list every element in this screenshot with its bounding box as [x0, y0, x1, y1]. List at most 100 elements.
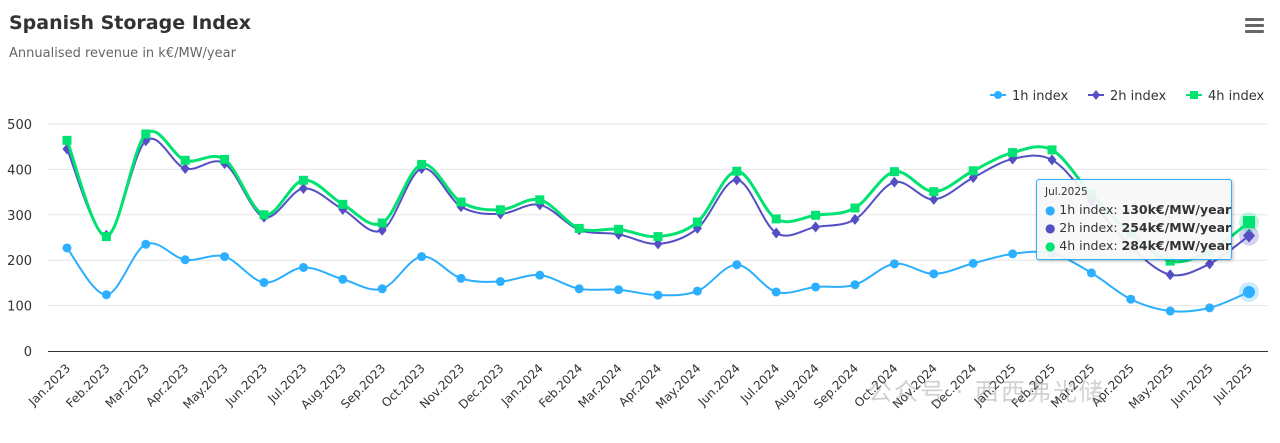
data-point[interactable]	[101, 290, 111, 300]
data-point[interactable]	[732, 260, 742, 270]
data-point[interactable]	[732, 166, 742, 176]
chart-subtitle: Annualised revenue in k€/MW/year	[9, 46, 236, 61]
data-point[interactable]	[850, 203, 860, 213]
x-tick-label: Jun.2024	[695, 361, 743, 409]
data-point[interactable]	[811, 221, 821, 233]
data-point[interactable]	[417, 159, 427, 169]
data-point[interactable]	[62, 135, 72, 145]
data-point[interactable]	[850, 213, 860, 225]
data-point[interactable]	[692, 286, 702, 296]
data-point[interactable]	[968, 166, 978, 176]
data-point[interactable]	[1086, 268, 1096, 278]
y-tick-label: 100	[7, 300, 32, 315]
data-point[interactable]	[1205, 303, 1215, 313]
tooltip: Jul.2025 ● 1h index: 130k€/MW/year ● 2h …	[1036, 179, 1232, 260]
data-point[interactable]	[889, 167, 899, 177]
data-point[interactable]	[259, 277, 269, 287]
data-point[interactable]	[62, 243, 72, 253]
data-point[interactable]	[1165, 256, 1175, 266]
chart-title: Spanish Storage Index	[9, 12, 252, 34]
data-point[interactable]	[377, 218, 387, 228]
legend-item-2h-index[interactable]: 2h index	[1110, 89, 1167, 104]
data-point[interactable]	[968, 258, 978, 268]
data-point[interactable]	[811, 210, 821, 220]
series-line-4h-index	[65, 129, 1250, 264]
legend-item-1h-index[interactable]: 1h index	[1012, 89, 1069, 104]
legend-item-4h-index[interactable]: 4h index	[1208, 89, 1265, 104]
data-point[interactable]	[929, 269, 939, 279]
data-point[interactable]	[456, 197, 466, 207]
data-point[interactable]	[338, 274, 348, 284]
watermark: 公众号 · 西西弗光储	[868, 378, 1105, 406]
data-point[interactable]	[1092, 90, 1100, 100]
data-point[interactable]	[1243, 228, 1255, 243]
data-point[interactable]	[377, 284, 387, 294]
data-point[interactable]	[1047, 154, 1057, 166]
data-point[interactable]	[298, 262, 308, 272]
y-tick-label: 400	[7, 163, 32, 178]
x-tick-label: Jul.2025	[1210, 361, 1255, 406]
data-point[interactable]	[535, 195, 545, 205]
data-point[interactable]	[1190, 91, 1198, 99]
data-point[interactable]	[1243, 216, 1255, 229]
data-point[interactable]	[1243, 285, 1255, 298]
data-point[interactable]	[377, 224, 387, 236]
data-point[interactable]	[653, 238, 663, 250]
data-point[interactable]	[929, 187, 939, 197]
data-point[interactable]	[732, 174, 742, 186]
data-point[interactable]	[180, 255, 190, 265]
data-point[interactable]	[994, 91, 1002, 99]
data-point[interactable]	[771, 214, 781, 224]
data-point[interactable]	[1165, 269, 1175, 281]
data-point[interactable]	[141, 239, 151, 249]
y-tick-label: 500	[7, 118, 32, 133]
data-point[interactable]	[1008, 148, 1018, 158]
tooltip-row-1h: ● 1h index: 130k€/MW/year	[1045, 202, 1232, 217]
data-point[interactable]	[771, 287, 781, 297]
x-tick-label: Jun.2025	[1168, 361, 1216, 409]
data-point[interactable]	[495, 205, 505, 215]
tooltip-row-2h: ● 2h index: 254k€/MW/year	[1045, 220, 1232, 235]
tooltip-row-4h: ● 4h index: 284k€/MW/year	[1045, 238, 1232, 253]
y-tick-label: 200	[7, 254, 32, 269]
data-point[interactable]	[614, 285, 624, 295]
data-point[interactable]	[771, 227, 781, 239]
data-point[interactable]	[220, 154, 230, 164]
data-point[interactable]	[929, 193, 939, 205]
data-point[interactable]	[298, 175, 308, 185]
data-point[interactable]	[456, 273, 466, 283]
data-point[interactable]	[653, 290, 663, 300]
data-point[interactable]	[180, 162, 190, 174]
data-point[interactable]	[614, 224, 624, 234]
data-point[interactable]	[1165, 306, 1175, 316]
data-point[interactable]	[574, 223, 584, 233]
data-point[interactable]	[889, 176, 899, 188]
data-point[interactable]	[180, 155, 190, 165]
data-point[interactable]	[298, 182, 308, 194]
data-point[interactable]	[141, 129, 151, 139]
data-point[interactable]	[220, 252, 230, 262]
data-point[interactable]	[495, 277, 505, 287]
data-point[interactable]	[1205, 258, 1215, 270]
data-point[interactable]	[850, 280, 860, 290]
tooltip-header: Jul.2025	[1045, 186, 1088, 198]
data-point[interactable]	[889, 259, 899, 269]
data-point[interactable]	[338, 199, 348, 209]
data-point[interactable]	[1126, 294, 1136, 304]
hamburger-menu-icon[interactable]	[1245, 18, 1264, 34]
data-point[interactable]	[574, 284, 584, 294]
data-point[interactable]	[653, 232, 663, 242]
y-tick-label: 300	[7, 209, 32, 224]
x-tick-label: Jun.2023	[222, 361, 270, 409]
data-point[interactable]	[811, 282, 821, 292]
y-tick-label: 0	[24, 345, 32, 360]
data-point[interactable]	[259, 210, 269, 220]
data-point[interactable]	[417, 252, 427, 262]
data-point[interactable]	[101, 232, 111, 242]
data-point[interactable]	[1047, 145, 1057, 155]
data-point[interactable]	[535, 270, 545, 280]
data-point[interactable]	[692, 217, 702, 227]
data-point[interactable]	[1008, 249, 1018, 259]
